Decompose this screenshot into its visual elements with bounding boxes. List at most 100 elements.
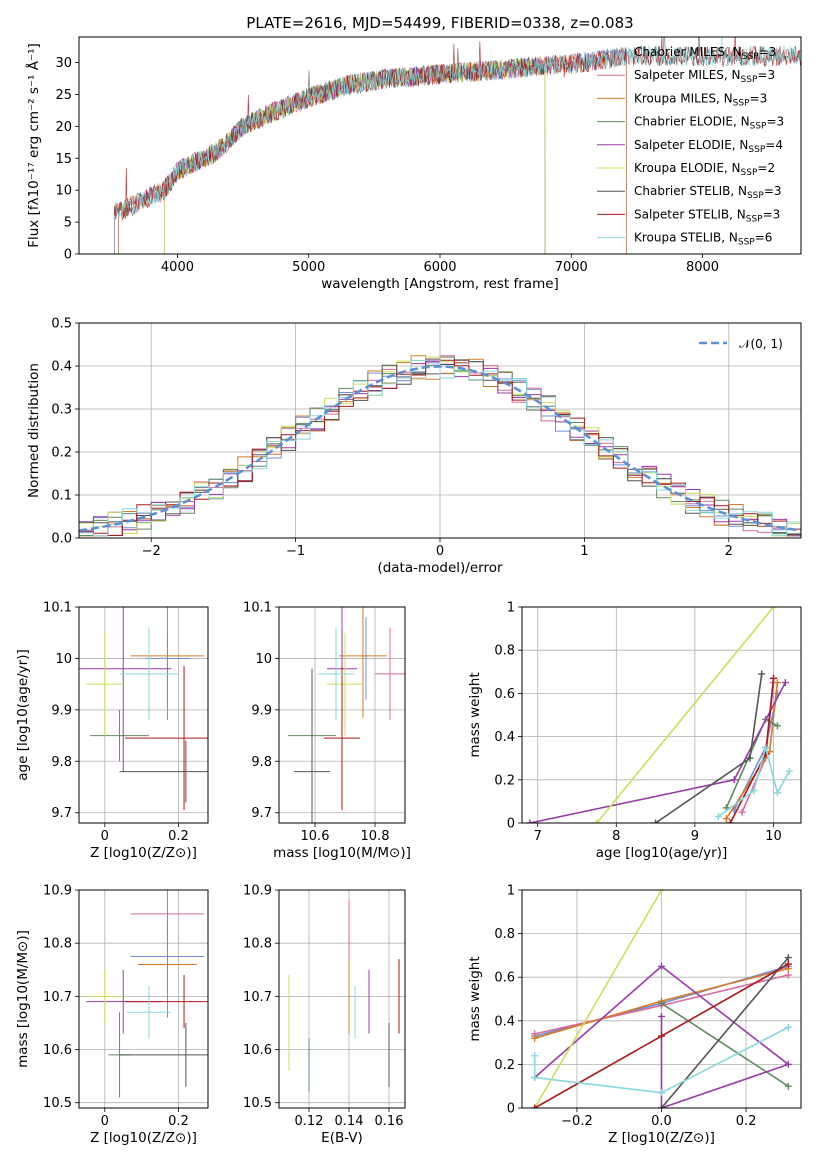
x-axis-label: Z [log10(Z/Z⊙)] [608, 1130, 715, 1146]
weight-marker [784, 1060, 792, 1068]
x-tick-label: 0 [101, 829, 109, 844]
weight-marker [746, 754, 754, 762]
weight-marker [658, 1032, 665, 1040]
weight-marker [773, 722, 781, 730]
y-tick-label: 9.8 [51, 755, 72, 770]
weight-series-8 [718, 744, 790, 818]
weight-marker [658, 999, 665, 1007]
weight-series-5 [596, 607, 775, 823]
y-tick-label: 0 [507, 817, 515, 832]
plot-area-spectrum [114, 37, 801, 254]
normal-reference-curve [79, 365, 801, 532]
legend-entry: Kroupa ELODIE, NSSP=2 [634, 161, 775, 178]
plot-area-mass-vs-Z [86, 890, 208, 1098]
weight-series-6 [660, 957, 789, 1108]
y-tick-label: 0.1 [51, 489, 72, 504]
y-axis-label: Flux [fλ10⁻¹⁷ erg cm⁻² s⁻¹ Å⁻¹] [25, 43, 42, 248]
axes-frame [521, 606, 802, 824]
legend-entry: 𝒩(0, 1) [739, 337, 783, 351]
legend-entry: Salpeter ELODIE, NSSP=4 [634, 138, 783, 155]
x-tick-label: 0.2 [168, 829, 189, 844]
weight-marker [658, 890, 665, 894]
y-tick-label: 0.2 [51, 446, 72, 461]
weight-marker [784, 960, 792, 968]
x-tick-label: 0.12 [295, 1114, 324, 1129]
x-tick-label: 0.0 [651, 1114, 672, 1129]
legend-entry: Chabrier MILES, NSSP=3 [634, 45, 776, 62]
y-tick-label: 9.7 [251, 806, 272, 821]
x-tick-label: 0.14 [335, 1114, 364, 1129]
plot-area-age-vs-Z [79, 607, 208, 811]
weight-marker [714, 813, 722, 821]
y-tick-label: 10.8 [43, 937, 72, 952]
x-tick-label: 1 [580, 544, 588, 559]
weight-series-6 [655, 673, 763, 823]
y-tick-label: 0.6 [494, 971, 515, 986]
x-axis-label: mass [log10(M/M⊙)] [273, 845, 411, 861]
y-tick-label: 0.8 [494, 644, 515, 659]
weight-marker [785, 767, 793, 775]
weight-marker [526, 819, 534, 823]
legend-entry: Chabrier ELODIE, NSSP=3 [634, 115, 784, 132]
x-tick-label: 0.2 [168, 1114, 189, 1129]
axes-frame [78, 36, 802, 255]
axes-frame [78, 322, 802, 539]
y-tick-label: 10.5 [243, 1096, 272, 1111]
x-tick-label: 0 [436, 544, 444, 559]
legend-entry: Salpeter MILES, NSSP=3 [634, 68, 775, 85]
axes-frame [78, 606, 209, 824]
y-tick-label: 9.9 [51, 703, 72, 718]
axes-frame [78, 889, 209, 1109]
weight-marker [730, 776, 738, 784]
y-tick-label: 0.6 [494, 687, 515, 702]
weight-marker [784, 1082, 792, 1090]
y-tick-label: 10.5 [43, 1096, 72, 1111]
x-axis-label: Z [log10(Z/Z⊙)] [90, 1130, 197, 1146]
plot-area-weight-vs-Z [531, 890, 792, 1108]
x-axis-label: (data-model)/error [377, 560, 503, 576]
weight-marker [784, 1023, 792, 1031]
weight-marker [726, 819, 734, 823]
weight-marker [773, 789, 781, 797]
y-tick-label: 0.4 [51, 360, 72, 375]
weight-marker [531, 1073, 539, 1081]
x-tick-label: 4000 [161, 260, 194, 275]
y-tick-label: 0 [64, 248, 72, 263]
legend-entry: Salpeter STELIB, NSSP=3 [634, 207, 780, 224]
plot-area-mass-vs-EBV [288, 900, 400, 1093]
x-tick-label: 10.8 [361, 829, 390, 844]
x-tick-label: 5000 [292, 260, 325, 275]
weight-marker [769, 607, 777, 611]
y-axis-label: mass weight [467, 672, 483, 757]
plot-area-weight-vs-age [526, 607, 793, 823]
x-tick-label: 10 [765, 829, 782, 844]
plot-area-age-vs-mass [288, 607, 405, 823]
weight-marker [784, 954, 792, 962]
y-tick-label: 9.8 [251, 755, 272, 770]
x-tick-label: 0.16 [375, 1114, 404, 1129]
weight-marker [658, 962, 665, 970]
legend-entry: Kroupa MILES, NSSP=3 [634, 91, 767, 108]
y-axis-label: mass [log10(M/M⊙)] [15, 930, 31, 1068]
y-tick-label: 5 [64, 216, 72, 231]
y-tick-label: 15 [55, 152, 72, 167]
y-tick-label: 9.7 [51, 806, 72, 821]
x-axis-label: E(B-V) [321, 1130, 363, 1146]
x-tick-label: 0 [101, 1114, 109, 1129]
y-tick-label: 10.9 [243, 884, 272, 899]
y-tick-label: 0.3 [51, 403, 72, 418]
y-tick-label: 10 [55, 184, 72, 199]
y-tick-label: 0.2 [494, 773, 515, 788]
x-tick-label: 9 [691, 829, 699, 844]
y-tick-label: 10.6 [43, 1043, 72, 1058]
y-tick-label: 25 [55, 88, 72, 103]
x-tick-label: −2 [142, 544, 161, 559]
weight-marker [762, 743, 770, 751]
x-tick-label: 6000 [423, 260, 456, 275]
weight-marker [750, 787, 758, 795]
x-tick-label: 7 [534, 829, 542, 844]
y-tick-label: 0 [507, 1102, 515, 1117]
y-tick-label: 0.4 [494, 730, 515, 745]
weight-marker [781, 679, 789, 687]
